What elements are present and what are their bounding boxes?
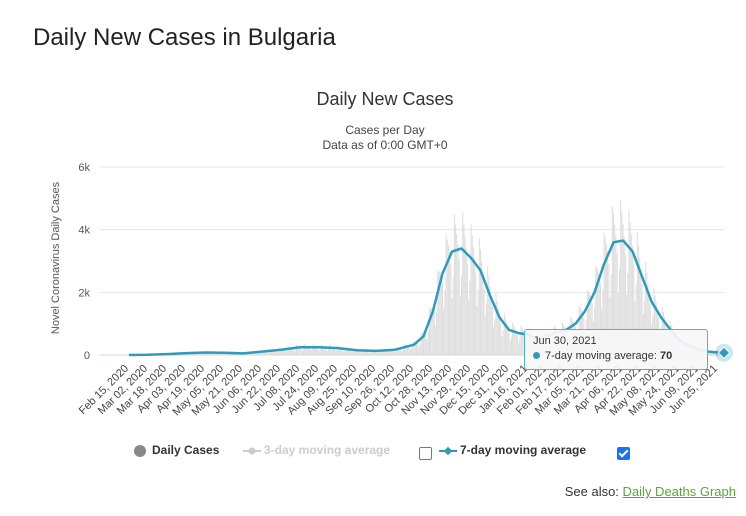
series-7day <box>128 239 733 362</box>
y-tick-label: 4k <box>78 225 90 237</box>
y-tick-label: 2k <box>78 287 90 299</box>
legend-line-diamond-icon <box>439 446 457 456</box>
chart-subtitle-date: Data as of 0:00 GMT+0 <box>322 138 448 152</box>
chart-subtitle: Cases per Day <box>345 123 425 137</box>
7day-checkbox[interactable] <box>617 447 630 460</box>
y-tick-label: 0 <box>84 350 90 362</box>
legend-label: 7-day moving average <box>460 443 587 457</box>
tooltip-value: 70 <box>659 350 673 362</box>
page-title: Daily New Cases in Bulgaria <box>33 24 336 51</box>
series-line <box>128 239 725 357</box>
daily-deaths-link[interactable]: Daily Deaths Graph <box>622 484 736 499</box>
y-tick-labels: 0 2k 4k 6k <box>78 162 90 362</box>
y-tick-label: 6k <box>78 162 90 174</box>
see-also: See also: Daily Deaths Graph <box>565 484 736 499</box>
tooltip-series-dot <box>533 352 540 359</box>
chart-title: Daily New Cases <box>316 89 454 109</box>
hover-point <box>717 346 731 360</box>
legend-circle-icon <box>134 444 146 457</box>
legend-line-dot-icon <box>243 447 261 455</box>
legend-7day[interactable]: 7-day moving average <box>439 443 586 457</box>
chart-tooltip: Jun 30, 2021 7-day moving average: 70 <box>524 329 708 370</box>
legend-label: 3-day moving average <box>264 443 391 457</box>
legend-label: Daily Cases <box>152 443 220 457</box>
see-also-prefix: See also: <box>564 484 623 499</box>
3day-checkbox[interactable] <box>419 447 432 460</box>
tooltip-date: Jun 30, 2021 <box>533 335 597 347</box>
tooltip-series-label: 7-day moving average: <box>545 350 660 362</box>
legend-3day[interactable]: 3-day moving average <box>243 443 390 457</box>
legend-daily-cases[interactable]: Daily Cases <box>134 443 219 457</box>
